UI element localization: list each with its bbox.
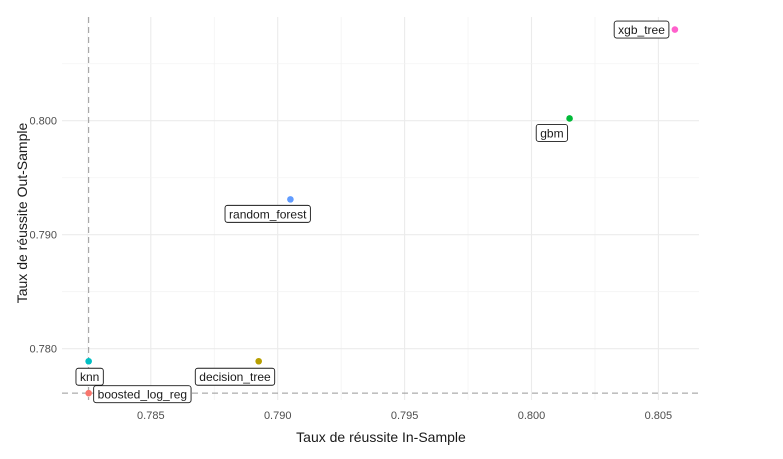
label-text: gbm (540, 126, 563, 140)
point-label-gbm: gbm (535, 123, 569, 142)
data-points (85, 26, 679, 397)
y-tick-label: 0.800 (29, 116, 57, 128)
label-box (535, 123, 569, 142)
label-text: xgb_tree (618, 23, 665, 37)
label-box (75, 367, 104, 386)
point-label-knn: knn (75, 367, 104, 386)
y-axis-title: Taux de réussite Out-Sample (14, 123, 30, 304)
data-point-boosted-log-reg (85, 389, 92, 397)
label-text: random_forest (229, 207, 307, 221)
data-point-gbm (566, 115, 573, 122)
label-box (93, 385, 192, 404)
data-point-decision-tree (255, 357, 262, 365)
grid (62, 17, 699, 400)
point-label-boosted-log-reg: boosted_log_reg (93, 385, 192, 404)
y-tick-label: 0.790 (29, 230, 57, 242)
point-label-decision-tree: decision_tree (194, 367, 276, 386)
x-tick-label: 0.790 (264, 410, 292, 422)
x-tick-label: 0.805 (645, 410, 673, 422)
point-label-random-forest: random_forest (224, 204, 311, 223)
x-tick-label: 0.795 (391, 410, 419, 422)
point-label-xgb-tree: xgb_tree (613, 20, 670, 39)
label-box (613, 20, 670, 39)
label-box (224, 204, 311, 223)
label-text: decision_tree (199, 370, 271, 384)
label-text: knn (80, 370, 99, 384)
reference-lines (62, 17, 699, 400)
y-tick-label: 0.780 (29, 344, 57, 356)
data-point-random-forest (287, 196, 294, 203)
label-box (194, 367, 276, 386)
x-axis-title: Taux de réussite In-Sample (296, 429, 466, 445)
label-text: boosted_log_reg (98, 388, 187, 402)
x-tick-label: 0.800 (518, 410, 546, 422)
data-point-xgb-tree (671, 26, 679, 33)
axis-ticks: 0.785 0.790 0.795 0.800 0.805 0.780 0.790 0.800 (29, 116, 672, 422)
x-tick-label: 0.785 (137, 410, 165, 422)
data-point-knn (85, 357, 92, 365)
